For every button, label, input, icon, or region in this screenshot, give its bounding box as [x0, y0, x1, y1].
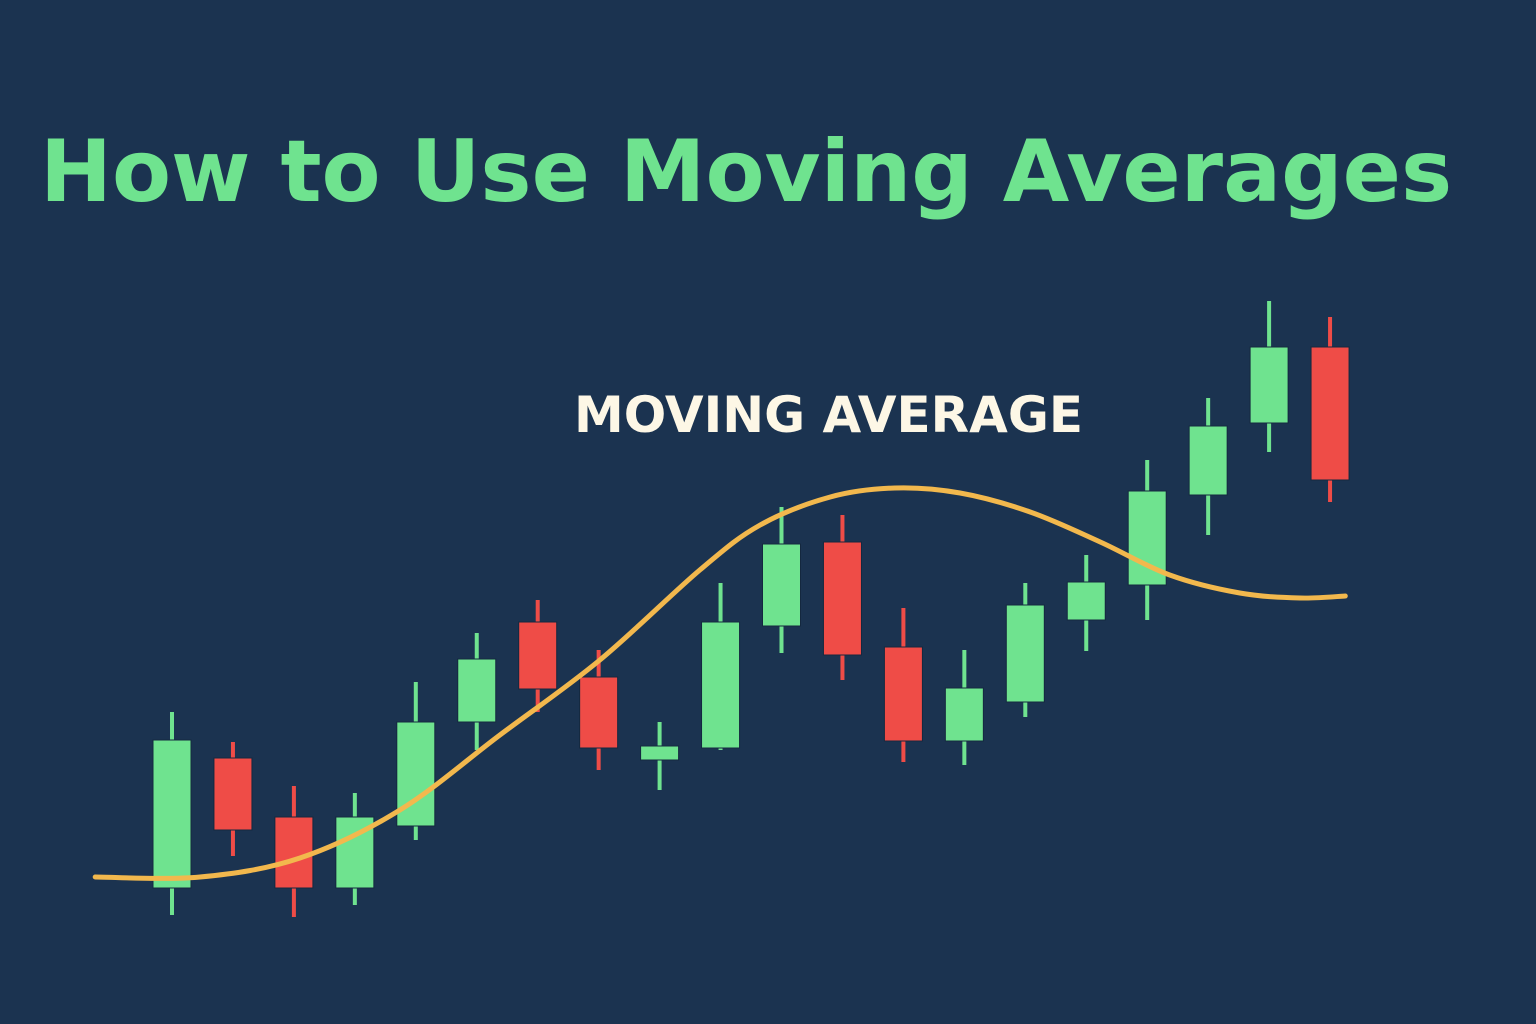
bullish-candle — [152, 712, 192, 915]
candle-body — [640, 745, 680, 761]
bearish-candle — [579, 650, 619, 770]
candle-body — [274, 816, 314, 889]
bullish-candle — [457, 633, 497, 750]
bullish-candle — [762, 507, 801, 653]
bullish-candle — [1005, 583, 1045, 717]
bullish-candle — [944, 650, 984, 765]
bearish-candle — [518, 600, 558, 712]
moving-average-line — [92, 485, 1348, 881]
bearish-candle — [883, 608, 923, 762]
bullish-candle — [1188, 398, 1228, 535]
candle-body — [1249, 346, 1289, 424]
candle-body — [152, 739, 192, 889]
candle-body — [213, 757, 253, 831]
candle-body — [701, 621, 741, 749]
chart-title: How to Use Moving Averages — [40, 122, 1453, 222]
bullish-candle — [1066, 555, 1106, 651]
bearish-candle — [822, 515, 862, 680]
candle-body — [883, 646, 923, 742]
candle-body — [579, 676, 619, 749]
candle-body — [1310, 346, 1350, 481]
bullish-candle — [640, 722, 680, 790]
candle-body — [1005, 604, 1045, 703]
bearish-candle — [1310, 317, 1350, 502]
bullish-candle — [396, 682, 436, 840]
bearish-candle — [213, 742, 253, 856]
bullish-candle — [335, 793, 375, 905]
bullish-candle — [1249, 301, 1289, 452]
bullish-candle — [1127, 460, 1167, 620]
candle-body — [518, 621, 558, 690]
candle-body — [457, 658, 497, 723]
moving-average-label: MOVING AVERAGE — [574, 386, 1084, 444]
candle-body — [762, 543, 801, 627]
candle-body — [1066, 581, 1106, 621]
candle-body — [944, 687, 984, 742]
candle-body — [1188, 425, 1228, 496]
bearish-candle — [274, 786, 314, 917]
bullish-candle — [701, 583, 741, 750]
candle-body — [822, 541, 862, 656]
